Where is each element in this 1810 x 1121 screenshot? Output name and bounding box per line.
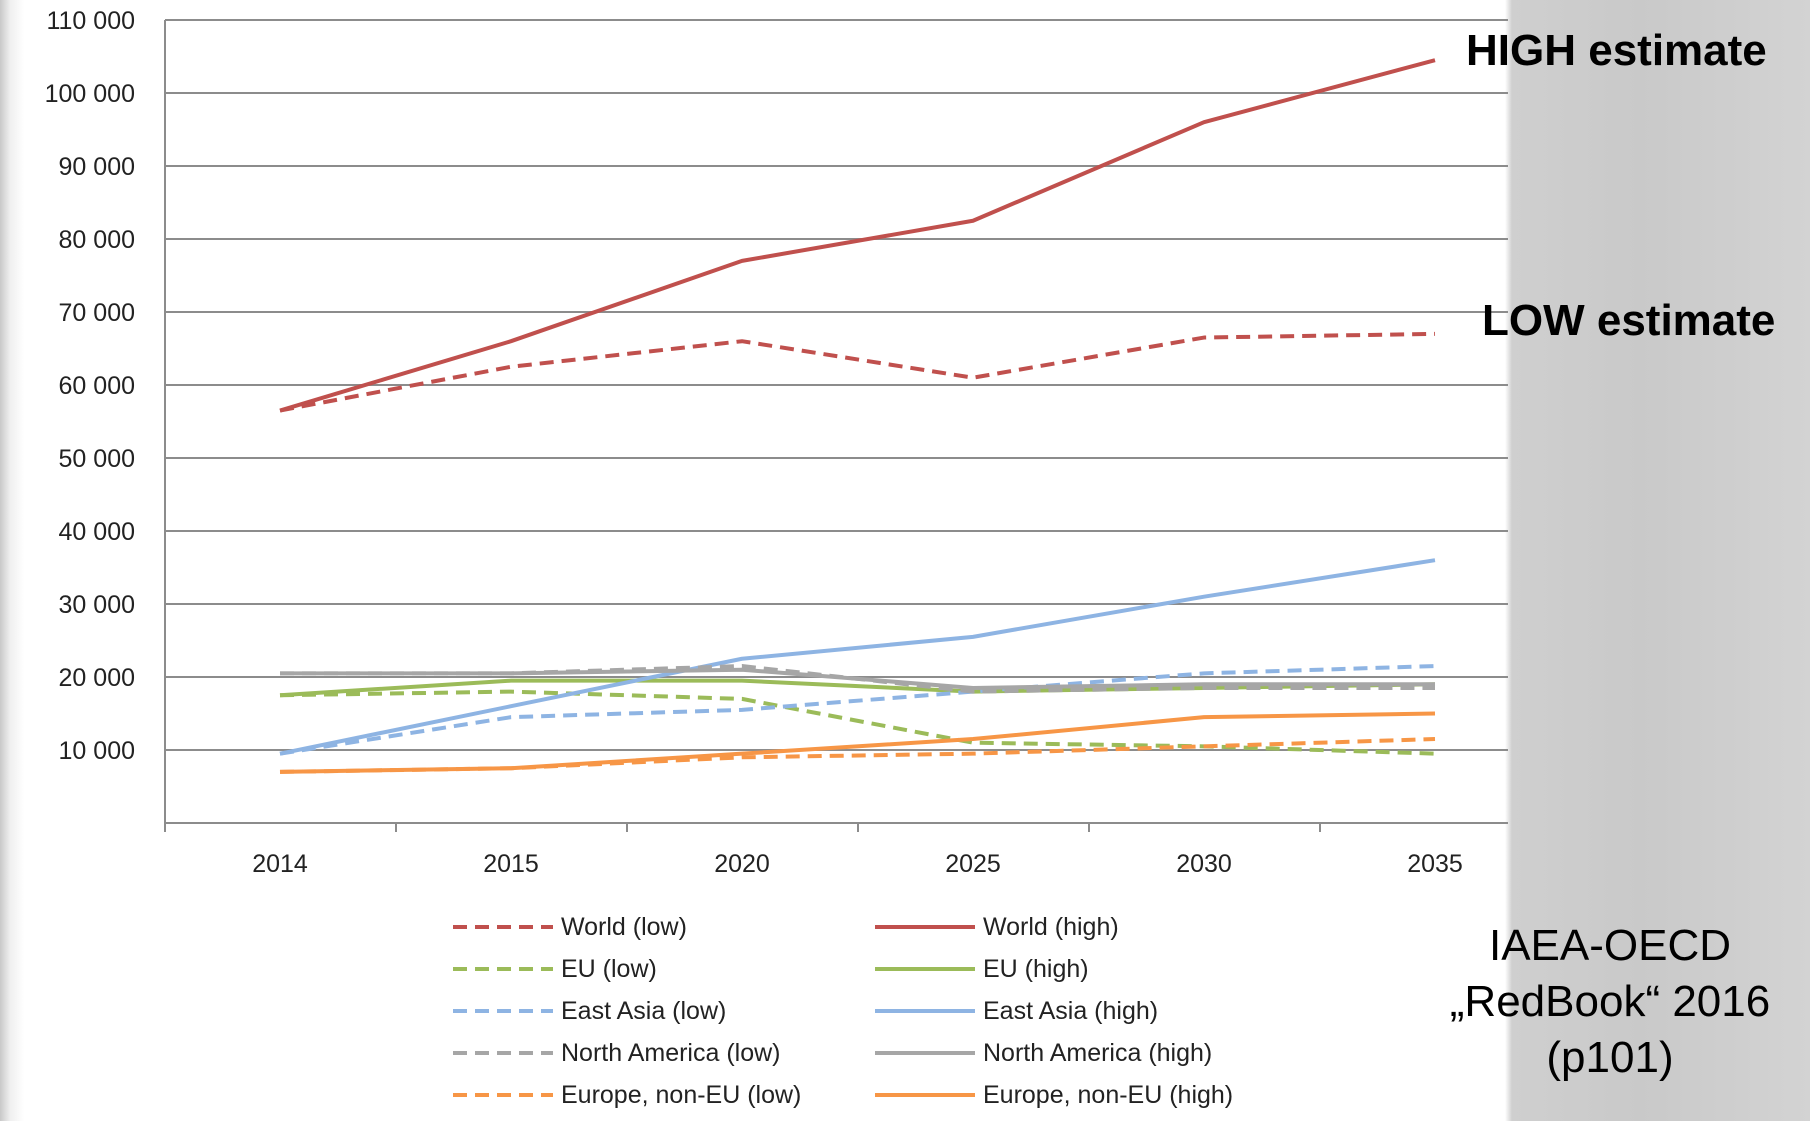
y-tick-label: 20 000 xyxy=(59,664,135,692)
y-tick-label: 70 000 xyxy=(59,299,135,327)
source-line: IAEA-OECD xyxy=(1488,921,1732,970)
series-line xyxy=(279,558,1436,756)
low-estimate-annotation: LOW estimate xyxy=(1482,296,1776,345)
x-tick-label: 2025 xyxy=(945,850,1001,878)
legend: World (low) World (high) EU (low) EU (high)… xyxy=(453,913,1233,1109)
series-line xyxy=(279,711,1436,774)
legend-label: Europe, non-EU (high) xyxy=(983,1081,1233,1109)
y-tick-label: 90 000 xyxy=(59,153,135,181)
legend-label: North America (high) xyxy=(983,1039,1212,1067)
x-tick-label: 2030 xyxy=(1176,850,1232,878)
source-annotation: IAEA-OECD „RedBook“ 2016 (p101) xyxy=(1420,918,1800,1086)
y-tick-label: 60 000 xyxy=(59,372,135,400)
y-tick-label: 80 000 xyxy=(59,226,135,254)
x-tick-label: 2035 xyxy=(1407,850,1463,878)
y-tick-label: 100 000 xyxy=(45,80,135,108)
series-line xyxy=(279,58,1436,413)
y-tick-label: 30 000 xyxy=(59,591,135,619)
legend-label: East Asia (high) xyxy=(983,997,1158,1025)
gridlines xyxy=(165,19,1508,751)
series-line xyxy=(279,689,1436,756)
legend-label: Europe, non-EU (low) xyxy=(561,1081,801,1109)
x-tick-label: 2015 xyxy=(483,850,539,878)
x-tick-label: 2014 xyxy=(252,850,308,878)
series-line xyxy=(279,664,1436,756)
y-tick-label: 40 000 xyxy=(59,518,135,546)
series-line xyxy=(279,331,1436,413)
y-tick-label: 50 000 xyxy=(59,445,135,473)
series-line xyxy=(279,737,1436,774)
legend-label: World (high) xyxy=(983,913,1119,941)
source-line: (p101) xyxy=(1546,1033,1674,1082)
x-tick-label: 2020 xyxy=(714,850,770,878)
series-lines xyxy=(279,58,1436,774)
series-line xyxy=(280,667,1435,690)
y-tick-label: 110 000 xyxy=(46,7,135,35)
high-estimate-annotation: HIGH estimate xyxy=(1466,26,1767,75)
source-line: „RedBook“ 2016 xyxy=(1449,977,1771,1026)
legend-label: EU (high) xyxy=(983,955,1089,983)
legend-label: World (low) xyxy=(561,913,687,941)
axes: 10 000 20 000 30 000 40 000 50 000 60 000 70 0… xyxy=(45,7,1508,878)
legend-label: East Asia (low) xyxy=(561,997,726,1025)
y-tick-label: 10 000 xyxy=(59,737,135,765)
series-line xyxy=(279,678,1436,698)
legend-label: EU (low) xyxy=(561,955,657,983)
legend-label: North America (low) xyxy=(561,1039,781,1067)
